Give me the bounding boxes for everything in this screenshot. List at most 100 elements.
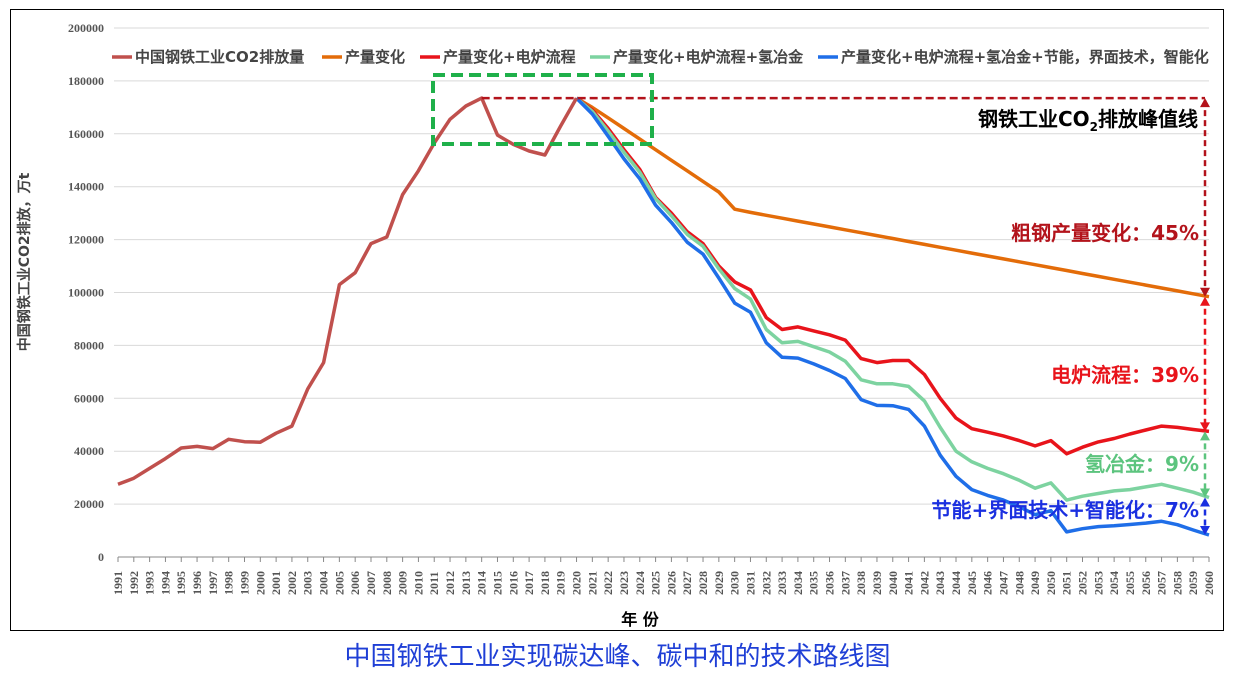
x-tick-label: 2028 bbox=[696, 571, 710, 595]
x-tick-label: 2033 bbox=[775, 571, 789, 595]
chart-frame bbox=[10, 9, 1224, 631]
arrow-head-down-3 bbox=[1200, 526, 1210, 536]
x-tick-label: 2015 bbox=[490, 571, 504, 595]
series-line-2 bbox=[575, 96, 1210, 456]
x-tick-label: 2046 bbox=[981, 571, 995, 595]
y-tick-label: 120000 bbox=[68, 233, 104, 247]
y-tick-label: 180000 bbox=[68, 74, 104, 88]
x-tick-label: 2056 bbox=[1139, 571, 1153, 595]
x-tick-label: 2003 bbox=[301, 571, 315, 595]
x-tick-label: 2024 bbox=[633, 571, 647, 595]
x-tick-label: 2036 bbox=[823, 571, 837, 595]
x-tick-label: 2011 bbox=[427, 572, 441, 595]
x-tick-label: 2023 bbox=[617, 571, 631, 595]
x-tick-label: 2053 bbox=[1091, 571, 1105, 595]
x-tick-label: 2004 bbox=[317, 571, 331, 595]
x-tick-label: 2013 bbox=[459, 571, 473, 595]
x-tick-label: 1998 bbox=[222, 571, 236, 595]
x-tick-label: 1995 bbox=[174, 571, 188, 595]
x-tick-label: 2043 bbox=[933, 571, 947, 595]
x-tick-label: 2042 bbox=[917, 571, 931, 595]
y-tick-label: 200000 bbox=[68, 21, 104, 35]
arrow-head-down-1 bbox=[1200, 422, 1210, 432]
series-line-0 bbox=[117, 96, 579, 486]
y-tick-label: 40000 bbox=[74, 444, 104, 458]
x-tick-label: 2014 bbox=[475, 571, 489, 595]
annotation-crude-steel: 粗钢产量变化：45% bbox=[1011, 221, 1199, 245]
x-tick-label: 2022 bbox=[601, 571, 615, 595]
peak-label-suffix: 排放峰值线 bbox=[1098, 107, 1198, 131]
x-tick-label: 2055 bbox=[1123, 571, 1137, 595]
axis-layer: 0 20000 40000 60000 80000 100000 120000 140000 1… bbox=[68, 21, 1216, 595]
peak-label-subscript: 2 bbox=[1090, 120, 1098, 134]
arrow-head-up-3 bbox=[1200, 497, 1210, 507]
legend-label-4: 产量变化+电炉流程+氢冶金+节能，界面技术，智能化 bbox=[841, 48, 1209, 66]
x-tick-label: 2044 bbox=[949, 571, 963, 595]
x-tick-label: 2034 bbox=[791, 571, 805, 595]
x-tick-label: 2059 bbox=[1186, 571, 1200, 595]
x-tick-label: 2026 bbox=[664, 571, 678, 595]
x-tick-label: 2038 bbox=[854, 571, 868, 595]
legend-layer: 中国钢铁工业CO2排放量 产量变化 产量变化+电炉流程 产量变化+电炉流程+氢冶金 产量… bbox=[112, 48, 1209, 66]
arrow-head-down-0 bbox=[1200, 287, 1210, 297]
legend-label-2: 产量变化+电炉流程 bbox=[443, 48, 576, 66]
x-tick-label: 2060 bbox=[1202, 571, 1216, 595]
chart-svg: 0 20000 40000 60000 80000 100000 120000 140000 1… bbox=[16, 21, 1216, 629]
x-tick-label: 2041 bbox=[902, 571, 916, 595]
legend-label-1: 产量变化 bbox=[345, 48, 405, 66]
x-tick-label: 1993 bbox=[143, 571, 157, 595]
legend-label-0: 中国钢铁工业CO2排放量 bbox=[135, 48, 304, 66]
arrow-head-up-0 bbox=[1200, 98, 1210, 108]
x-tick-label: 2025 bbox=[649, 571, 663, 595]
x-tick-label: 1991 bbox=[111, 571, 125, 595]
x-tick-label: 2009 bbox=[396, 571, 410, 595]
x-tick-label: 1992 bbox=[127, 571, 141, 595]
x-axis-label: 年 份 bbox=[621, 610, 660, 629]
x-tick-label: 1999 bbox=[237, 571, 251, 595]
x-tick-label: 2018 bbox=[538, 571, 552, 595]
x-tick-label: 2052 bbox=[1076, 571, 1090, 595]
x-tick-label: 1996 bbox=[190, 571, 204, 595]
series-line-1 bbox=[575, 96, 1210, 299]
x-tick-label: 2019 bbox=[554, 571, 568, 595]
x-tick-label: 2030 bbox=[728, 571, 742, 595]
x-tick-label: 2058 bbox=[1170, 571, 1184, 595]
x-tick-label: 2027 bbox=[680, 571, 694, 595]
figure-caption: 中国钢铁工业实现碳达峰、碳中和的技术路线图 bbox=[344, 642, 891, 672]
x-tick-label: 2039 bbox=[870, 571, 884, 595]
x-tick-label: 2057 bbox=[1155, 571, 1169, 595]
series-line-3 bbox=[575, 96, 1210, 502]
x-tick-label: 2021 bbox=[585, 571, 599, 595]
peak-region-box bbox=[431, 73, 654, 146]
x-tick-label: 2040 bbox=[886, 571, 900, 595]
x-tick-label: 2047 bbox=[996, 571, 1010, 595]
x-tick-label: 2007 bbox=[364, 571, 378, 595]
x-tick-label: 2045 bbox=[965, 571, 979, 595]
arrow-layer bbox=[1200, 98, 1210, 536]
x-tick-label: 2029 bbox=[712, 571, 726, 595]
peak-label: 钢铁工业CO2排放峰值线 bbox=[978, 107, 1198, 134]
x-tick-label: 2005 bbox=[332, 571, 346, 595]
y-tick-label: 0 bbox=[98, 550, 104, 564]
x-tick-label: 2031 bbox=[743, 571, 757, 595]
arrow-head-up-2 bbox=[1200, 431, 1210, 441]
x-tick-label: 2050 bbox=[1044, 571, 1058, 595]
x-tick-label: 2010 bbox=[411, 571, 425, 595]
x-tick-label: 2002 bbox=[285, 571, 299, 595]
x-tick-label: 2048 bbox=[1012, 571, 1026, 595]
x-tick-label: 1997 bbox=[206, 571, 220, 595]
x-tick-label: 2006 bbox=[348, 571, 362, 595]
x-tick-label: 2051 bbox=[1060, 571, 1074, 595]
x-tick-label: 2001 bbox=[269, 571, 283, 595]
y-tick-label: 60000 bbox=[74, 391, 104, 405]
arrow-head-up-1 bbox=[1200, 296, 1210, 306]
y-axis-label: 中国钢铁工业CO2排放，万t bbox=[16, 172, 33, 351]
y-tick-label: 100000 bbox=[68, 286, 104, 300]
x-tick-label: 2016 bbox=[506, 571, 520, 595]
x-tick-label: 2037 bbox=[838, 571, 852, 595]
y-tick-label: 160000 bbox=[68, 127, 104, 141]
x-tick-label: 1994 bbox=[158, 571, 172, 595]
series-layer bbox=[117, 96, 1210, 537]
series-line-4 bbox=[575, 96, 1210, 537]
x-tick-label: 2000 bbox=[253, 571, 267, 595]
